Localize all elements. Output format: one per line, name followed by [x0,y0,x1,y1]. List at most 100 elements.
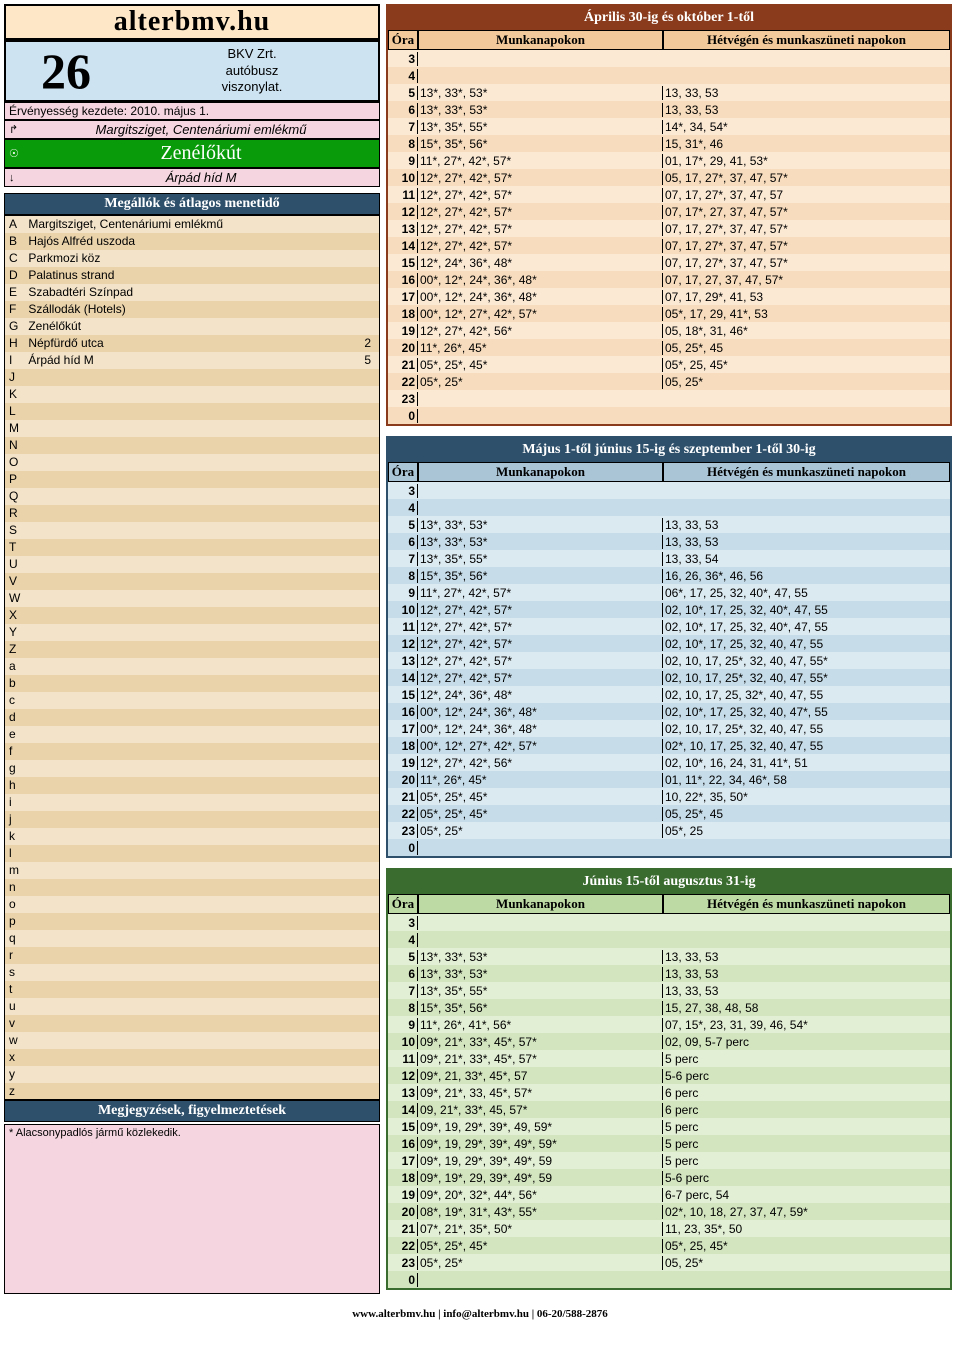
stop-letter: c [5,692,25,709]
stop-time [348,1083,380,1100]
hour-cell: 20 [388,773,418,787]
stop-row: p [5,913,380,930]
stop-row: k [5,828,380,845]
weekend-cell: 10, 22*, 35, 50* [663,790,950,804]
workday-cell: 12*, 27*, 42*, 57* [418,637,663,651]
hour-cell: 12 [388,1069,418,1083]
stop-row: h [5,777,380,794]
page-footer: www.alterbmv.hu | info@alterbmv.hu | 06-… [0,1304,960,1324]
stop-name [24,709,347,726]
stop-row: f [5,743,380,760]
weekend-cell: 6 perc [663,1103,950,1117]
workday-cell: 12*, 27*, 42*, 57* [418,603,663,617]
hour-cell: 23 [388,1256,418,1270]
stop-row: J [5,369,380,386]
weekend-cell: 5-6 perc [663,1069,950,1083]
schedule-title: Május 1-től június 15-ig és szeptember 1… [388,438,950,462]
schedule-row: 1109*, 21*, 33*, 45*, 57*5 perc [388,1050,950,1067]
stop-name [24,556,347,573]
stop-name [24,726,347,743]
stop-letter: N [5,437,25,454]
weekend-cell: 07, 17, 27*, 37, 47, 57 [663,188,950,202]
hour-cell: 15 [388,688,418,702]
stop-letter: E [5,284,25,301]
hour-cell: 20 [388,1205,418,1219]
schedule-row: 1012*, 27*, 42*, 57*02, 10*, 17, 25, 32,… [388,601,950,618]
schedule-row: 911*, 27*, 42*, 57*06*, 17, 25, 32, 40*,… [388,584,950,601]
schedule-row: 2105*, 25*, 45*10, 22*, 35, 50* [388,788,950,805]
stop-letter: C [5,250,25,267]
weekend-cell: 02, 10, 17, 25*, 32, 40, 47, 55 [663,722,950,736]
hour-cell: 5 [388,518,418,532]
notes-title: Megjegyzések, figyelmeztetések [4,1100,380,1122]
stop-name [24,828,347,845]
stop-row: K [5,386,380,403]
schedule-title: Április 30-ig és október 1-től [388,6,950,30]
workday-cell: 12*, 27*, 42*, 57* [418,620,663,634]
stop-time [348,522,380,539]
stop-letter: g [5,760,25,777]
relation-label: viszonylat. [126,79,378,96]
stop-row: Q [5,488,380,505]
stop-letter: a [5,658,25,675]
current-stop-icon: ☉ [9,147,27,160]
hour-cell: 22 [388,1239,418,1253]
schedule-row: 1212*, 27*, 42*, 57*07, 17*, 27, 37, 47,… [388,203,950,220]
schedule-row: 23 [388,390,950,407]
workday-cell: 09*, 19, 29*, 39*, 49, 59* [418,1120,663,1134]
weekend-cell: 15, 31*, 46 [663,137,950,151]
weekend-cell: 07, 17, 27*, 37, 47, 57* [663,239,950,253]
workday-cell: 12*, 27*, 42*, 57* [418,239,663,253]
stop-letter: G [5,318,25,335]
stop-time [348,998,380,1015]
stop-row: r [5,947,380,964]
weekend-cell: 5 perc [663,1120,950,1134]
workday-cell: 13*, 35*, 55* [418,120,663,134]
stop-row: u [5,998,380,1015]
validity-label: Érvényesség kezdete: [9,104,127,118]
hour-cell: 9 [388,1018,418,1032]
stop-row: j [5,811,380,828]
hour-cell: 5 [388,86,418,100]
schedule-row: 1600*, 12*, 24*, 36*, 48*02, 10*, 17, 25… [388,703,950,720]
col-work-header: Munkanapokon [418,894,663,914]
hour-cell: 8 [388,137,418,151]
route-box: 26 BKV Zrt. autóbusz viszonylat. [4,40,380,102]
stop-letter: w [5,1032,25,1049]
stop-row: v [5,1015,380,1032]
workday-cell: 09*, 19, 29*, 39*, 49*, 59 [418,1154,663,1168]
stop-row: GZenélőkút [5,318,380,335]
stop-letter: J [5,369,25,386]
schedule-row: 1112*, 27*, 42*, 57*07, 17, 27*, 37, 47,… [388,186,950,203]
stop-letter: k [5,828,25,845]
schedule-row: 911*, 26*, 41*, 56*07, 15*, 23, 31, 39, … [388,1016,950,1033]
stop-name [24,471,347,488]
stop-row: W [5,590,380,607]
schedule-row: 1709*, 19, 29*, 39*, 49*, 595 perc [388,1152,950,1169]
workday-cell: 12*, 27*, 42*, 57* [418,205,663,219]
endpoint-end: ↓ Árpád híd M [4,168,380,187]
stop-time [348,216,380,233]
stop-name [24,692,347,709]
workday-cell: 12*, 27*, 42*, 57* [418,222,663,236]
schedule-row: 513*, 33*, 53*13, 33, 53 [388,84,950,101]
hour-cell: 11 [388,188,418,202]
col-work-header: Munkanapokon [418,462,663,482]
stop-name [24,641,347,658]
workday-cell: 00*, 12*, 24*, 36*, 48* [418,273,663,287]
stop-name [24,675,347,692]
workday-cell: 05*, 25*, 45* [418,790,663,804]
workday-cell: 09*, 21*, 33, 45*, 57* [418,1086,663,1100]
hour-cell: 7 [388,984,418,998]
stop-time [348,777,380,794]
col-weekend-header: Hétvégén és munkaszüneti napokon [663,894,950,914]
stop-letter: T [5,539,25,556]
stop-time: 2 [348,335,380,352]
schedule-row: 1209*, 21, 33*, 45*, 575-6 perc [388,1067,950,1084]
stop-time [348,318,380,335]
weekend-cell: 02*, 10, 18, 27, 37, 47, 59* [663,1205,950,1219]
stop-letter: O [5,454,25,471]
stop-row: o [5,896,380,913]
left-column: alterbmv.hu 26 BKV Zrt. autóbusz viszony… [4,4,380,1300]
schedule-row: 1009*, 21*, 33*, 45*, 57*02, 09, 5-7 per… [388,1033,950,1050]
